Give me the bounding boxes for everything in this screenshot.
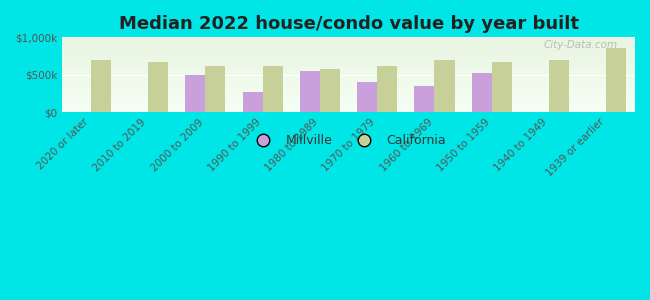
Bar [91,61,111,112]
Text: City-Data.com: City-Data.com [543,40,618,50]
Legend: Millville, California: Millville, California [246,129,451,152]
Bar [472,73,492,112]
Bar [492,62,512,112]
Bar [205,66,226,112]
Bar [415,86,434,112]
Bar [434,60,454,112]
Bar [300,71,320,112]
Bar [320,69,340,112]
Bar [148,62,168,112]
Bar [357,82,377,112]
Bar [549,61,569,112]
Bar [263,66,283,112]
Bar [377,66,397,112]
Bar [185,75,205,112]
Bar [606,48,627,112]
Bar [242,92,263,112]
Title: Median 2022 house/condo value by year built: Median 2022 house/condo value by year bu… [118,15,578,33]
